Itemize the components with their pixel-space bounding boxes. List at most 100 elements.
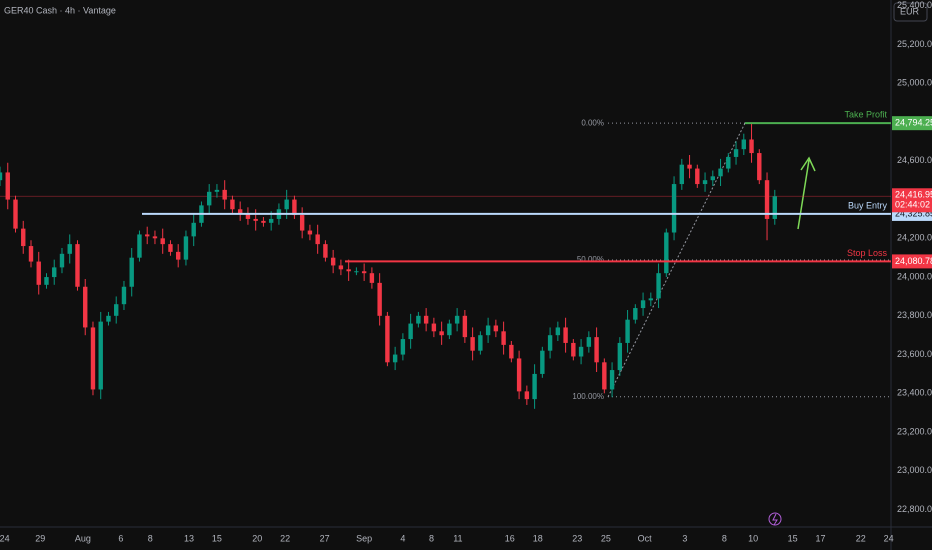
x-tick-label: 3	[682, 533, 687, 543]
candle-body	[83, 286, 88, 328]
candle-body	[726, 156, 731, 169]
candle-body	[656, 273, 661, 299]
candle-body	[121, 286, 127, 305]
candle-body	[764, 180, 770, 219]
candle-body	[563, 327, 568, 343]
x-tick-label: 13	[184, 533, 194, 543]
candle-body	[602, 362, 607, 390]
candle-body	[695, 168, 700, 185]
candle-body	[129, 257, 134, 287]
candle-body	[13, 199, 18, 229]
fib-label: 100.00%	[572, 392, 604, 401]
candle-body	[354, 271, 359, 273]
candle-body	[28, 246, 34, 262]
candle-body	[392, 354, 398, 363]
last-price-tag	[892, 188, 932, 213]
candle-body	[617, 342, 623, 371]
x-tick-label: 15	[212, 533, 222, 543]
x-tick-label: 17	[815, 533, 825, 543]
x-tick-label: 25	[601, 533, 611, 543]
candle-body	[0, 172, 3, 181]
candle-body	[439, 331, 444, 336]
candle-body	[323, 244, 328, 258]
candle-body	[408, 323, 413, 340]
candle-body	[284, 199, 289, 210]
candle-body	[145, 234, 150, 237]
candle-body	[21, 228, 26, 247]
candle-body	[470, 337, 475, 351]
x-tick-label: 10	[748, 533, 758, 543]
candle-body	[214, 189, 220, 192]
candle-body	[361, 271, 367, 274]
candle-body	[485, 325, 491, 336]
candle-body	[447, 323, 452, 336]
candle-body	[52, 267, 57, 278]
candle-body	[509, 344, 514, 359]
x-tick-label: 22	[856, 533, 866, 543]
x-tick-label: 18	[533, 533, 543, 543]
currency[interactable]: EUR	[900, 6, 920, 16]
price-tag	[892, 116, 932, 131]
price-tag	[892, 254, 932, 269]
y-tick-label: 24,000.00	[897, 271, 932, 281]
y-tick-label: 24,200.00	[897, 233, 932, 243]
x-tick-label: 29	[35, 533, 45, 543]
candle-body	[245, 213, 251, 219]
candle-body	[315, 234, 320, 245]
price-tag-label: 24,325.85	[895, 208, 932, 218]
y-tick-label: 25,000.00	[897, 78, 932, 88]
x-tick-label: 15	[788, 533, 798, 543]
candle-body	[106, 315, 111, 322]
x-tick-label: 24	[0, 533, 10, 543]
candle-body	[431, 323, 437, 332]
candle-body	[493, 325, 499, 332]
x-tick-label: 8	[148, 533, 153, 543]
candle-body	[454, 315, 460, 324]
candle-body	[702, 180, 708, 185]
fib-trend	[607, 122, 746, 398]
candle-body	[206, 191, 212, 206]
candle-body	[330, 257, 336, 266]
currency-button[interactable]	[893, 2, 928, 22]
x-tick-label: 22	[280, 533, 290, 543]
last-price-label: 24,416.95	[895, 190, 932, 200]
candle-body	[98, 321, 103, 390]
candle-body	[733, 149, 739, 157]
candle-body	[385, 315, 390, 363]
x-tick-label: 16	[505, 533, 515, 543]
x-tick-label: 27	[320, 533, 330, 543]
x-tick-label: 4	[400, 533, 405, 543]
event-icon[interactable]	[768, 512, 782, 526]
candle-body	[160, 238, 165, 245]
candle-body	[571, 342, 576, 357]
candle-body	[718, 168, 723, 177]
candle-body	[183, 236, 189, 260]
candle-body	[757, 153, 762, 181]
candle-body	[749, 139, 754, 154]
candle-body	[377, 282, 382, 316]
y-tick-label: 23,000.00	[897, 465, 932, 475]
candle-body	[679, 164, 685, 185]
candle-body	[462, 315, 468, 338]
candle-body	[516, 358, 522, 392]
price-tag-label: 24,794.25	[895, 118, 932, 128]
candle-body	[648, 298, 654, 301]
x-tick-label: 8	[722, 533, 727, 543]
candle-body	[114, 304, 119, 316]
candle-body	[400, 339, 406, 355]
candle-body	[253, 218, 258, 221]
candle-body	[230, 199, 235, 210]
x-tick-label: Aug	[75, 533, 91, 543]
level-name: Take Profit	[844, 110, 887, 120]
x-tick-label: 8	[429, 533, 434, 543]
candle-body	[261, 220, 266, 223]
candle-body	[609, 370, 615, 390]
candle-body	[307, 230, 313, 235]
candle-body	[191, 222, 196, 237]
y-tick-label: 23,400.00	[897, 388, 932, 398]
candle-body	[237, 209, 243, 214]
candle-body	[299, 215, 305, 231]
fib-label: 50.00%	[577, 255, 604, 264]
